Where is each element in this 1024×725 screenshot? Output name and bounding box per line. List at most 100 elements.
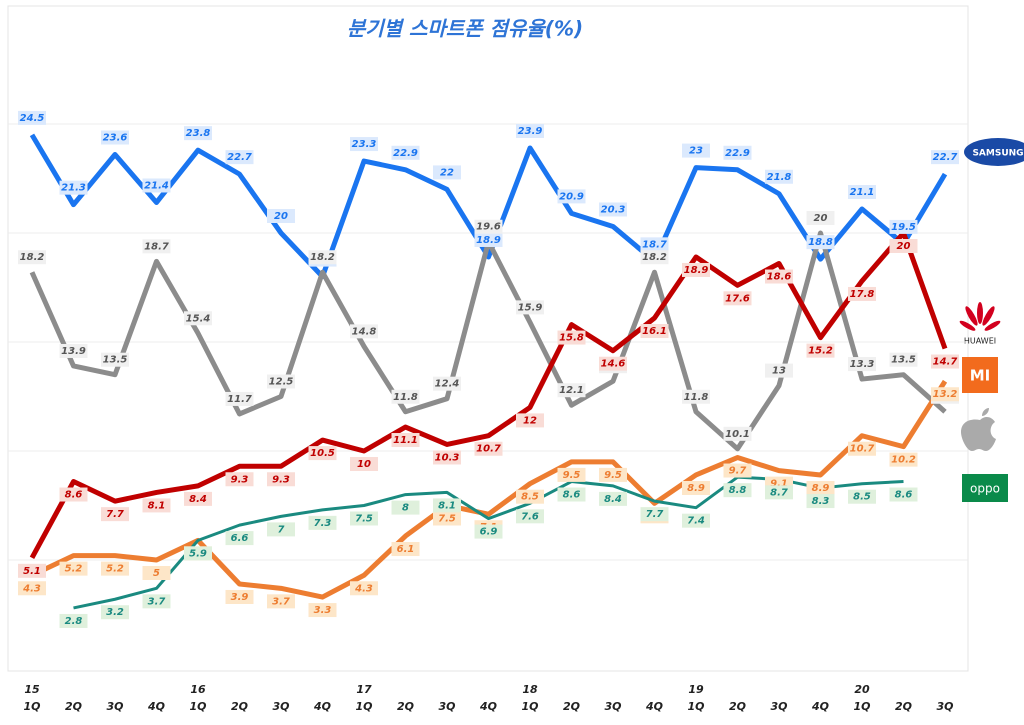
value-label-bg [433,376,461,391]
value-label: 9.1 [770,479,788,490]
value-label-bg [765,363,793,378]
value-label-bg [308,603,337,618]
value-label: 14.8 [352,326,377,337]
legend-label: MI [970,367,991,385]
value-label: 12.1 [559,385,584,396]
value-label-bg [350,581,378,596]
legend-label: oppo [970,482,1000,496]
value-label: 14.6 [601,359,626,370]
value-label-bg [889,487,918,502]
value-label-bg [848,185,876,200]
value-label: 9.7 [729,466,747,477]
value-label: 21.4 [144,180,169,191]
value-label: 10 [357,459,371,470]
value-label-bg [557,189,586,204]
value-label: 6.6 [231,533,249,544]
value-label-bg [889,239,918,253]
value-label-bg [101,130,129,145]
value-label-bg [225,589,254,604]
value-label: 18.7 [144,241,169,252]
value-label-bg [557,467,586,482]
value-label: 10.5 [310,448,335,459]
x-tick-label: 2Q [729,700,746,713]
value-label: 16.1 [642,326,667,337]
x-tick-label: 2Q [895,700,912,713]
x-tick-label: 4Q [313,700,331,713]
value-label: 3.7 [148,596,166,607]
value-label: 24.5 [20,113,45,124]
value-label-bg [59,613,88,628]
value-label-bg [723,463,752,478]
legend: SAMSUNG HUAWEI MI oppo [959,138,1024,502]
value-label: 7.4 [687,516,705,527]
value-label: 17.8 [850,289,875,300]
value-label: 2.8 [65,616,83,627]
value-label-bg [350,137,378,152]
value-label-bg [806,343,835,358]
value-label-bg [101,352,129,367]
value-label-bg [142,178,171,193]
value-label: 7.6 [521,511,539,522]
value-label-bg [59,343,88,358]
value-label: 3.3 [314,605,332,616]
x-tick-label: 2Q [397,700,414,713]
chart-title: 분기별 스마트폰 점유율(%) [347,17,583,41]
value-label-bg [806,494,835,509]
value-label: 7 [278,524,285,535]
value-label: 8.4 [189,494,207,505]
x-tick-label: 3Q [936,700,953,713]
apple-logo [961,408,996,451]
x-tick-label: 3Q [770,700,787,713]
huawei-logo [959,302,1001,331]
value-label-bg [225,472,254,487]
legend-label: SAMSUNG [972,149,1023,159]
value-label-bg [350,324,378,339]
x-tick-label: 1Q [189,700,206,713]
legend-label: HUAWEI [964,337,996,346]
x-tick-label: 3Q [604,700,621,713]
value-label: 8.9 [812,483,830,494]
value-label: 3.7 [272,596,290,607]
value-label: 8 [402,503,409,514]
x-tick-label: 4Q [645,700,663,713]
value-label-bg [101,605,129,620]
value-label-bg [723,483,752,498]
value-label: 15.2 [808,346,833,357]
value-label-bg [682,262,710,277]
value-label-bg [806,211,835,225]
value-label: 3.2 [106,607,124,618]
value-label: 17.6 [725,293,750,304]
value-label: 13.3 [850,359,875,370]
value-label-bg [267,594,295,609]
value-label: 8.5 [853,492,871,503]
value-label: 7.3 [314,518,332,529]
value-label: 13.9 [61,346,86,357]
value-label: 18.8 [808,237,833,248]
x-tick-label: 2Q [231,700,248,713]
value-label-bg [557,330,586,345]
value-label: 12.4 [435,379,460,390]
value-label-bg [889,452,918,467]
value-label-bg [640,324,669,339]
value-label: 12 [523,415,537,426]
value-label-bg [474,219,503,234]
value-label: 11.1 [393,435,418,446]
value-label-bg [516,509,544,524]
value-label-bg [682,480,710,495]
value-label-bg [931,150,959,165]
value-label: 5.9 [189,548,207,559]
value-label: 11.8 [393,392,418,403]
value-label-bg [599,467,627,482]
value-label-bg [101,507,129,522]
value-label: 22.9 [725,148,750,159]
value-label: 8.9 [687,483,705,494]
value-label-bg [18,110,46,125]
value-label: 5.1 [23,566,41,577]
value-label-bg [682,143,710,158]
value-label-bg [848,441,876,456]
value-label-bg [931,387,959,402]
value-label: 6.9 [480,527,498,538]
value-label-bg [516,123,544,138]
x-year-label: 17 [356,683,372,696]
